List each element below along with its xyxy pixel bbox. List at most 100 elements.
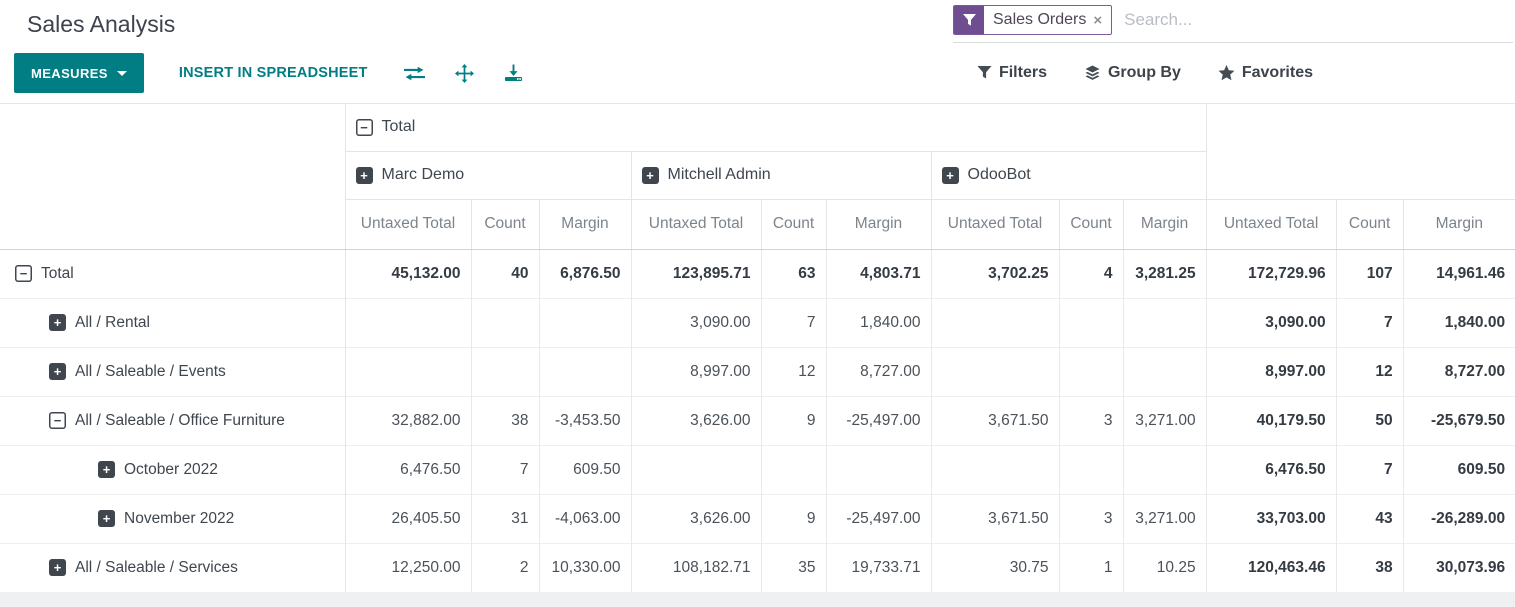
pivot-cell[interactable]: 45,132.00 xyxy=(344,249,471,298)
pivot-cell[interactable]: 10.25 xyxy=(1122,542,1207,592)
pivot-cell[interactable]: 35 xyxy=(760,542,826,592)
pivot-cell[interactable]: 8,997.00 xyxy=(630,346,761,396)
pivot-cell[interactable]: 3,626.00 xyxy=(630,395,761,445)
pivot-cell[interactable]: 7 xyxy=(470,444,539,494)
pivot-cell[interactable]: 19,733.71 xyxy=(825,542,931,592)
pivot-cell[interactable]: 8,727.00 xyxy=(1402,346,1515,396)
pivot-cell[interactable]: 6,876.50 xyxy=(538,249,631,298)
pivot-cell[interactable]: 609.50 xyxy=(538,444,631,494)
group-by-menu[interactable]: Group By xyxy=(1084,64,1181,82)
measure-header-count[interactable]: Count xyxy=(470,199,539,250)
measures-button[interactable]: MEASURES xyxy=(14,53,144,93)
pivot-cell[interactable]: 107 xyxy=(1335,249,1404,298)
pivot-cell[interactable]: 3,271.00 xyxy=(1122,395,1207,445)
pivot-cell[interactable]: 7 xyxy=(760,297,826,347)
column-header-total[interactable]: − Total xyxy=(344,104,1207,152)
pivot-cell[interactable]: 7 xyxy=(1335,444,1404,494)
pivot-cell[interactable]: 63 xyxy=(760,249,826,298)
row-header-november-2022[interactable]: + November 2022 xyxy=(0,493,346,543)
pivot-cell[interactable]: 6,476.50 xyxy=(1205,444,1337,494)
pivot-cell[interactable]: 50 xyxy=(1335,395,1404,445)
pivot-cell[interactable]: 3,281.25 xyxy=(1122,249,1207,298)
pivot-cell[interactable]: 1,840.00 xyxy=(825,297,931,347)
row-header-all-rental[interactable]: + All / Rental xyxy=(0,297,346,347)
measure-header-untaxed-total[interactable]: Untaxed Total xyxy=(344,199,471,250)
pivot-cell[interactable]: 4 xyxy=(1058,249,1123,298)
filters-menu[interactable]: Filters xyxy=(977,64,1047,82)
row-header-total[interactable]: − Total xyxy=(0,249,346,298)
pivot-cell[interactable]: 1,840.00 xyxy=(1402,297,1515,347)
pivot-cell[interactable]: 3,671.50 xyxy=(930,395,1059,445)
measure-header-untaxed-total[interactable]: Untaxed Total xyxy=(1205,199,1337,250)
pivot-cell[interactable]: 9 xyxy=(760,395,826,445)
pivot-cell[interactable]: 9 xyxy=(760,493,826,543)
pivot-cell[interactable]: 120,463.46 xyxy=(1205,542,1337,592)
pivot-cell[interactable]: 3,090.00 xyxy=(1205,297,1337,347)
pivot-cell[interactable]: 31 xyxy=(470,493,539,543)
measure-header-untaxed-total[interactable]: Untaxed Total xyxy=(930,199,1059,250)
pivot-cell[interactable]: -25,497.00 xyxy=(825,395,931,445)
pivot-cell[interactable]: 12,250.00 xyxy=(344,542,471,592)
insert-in-spreadsheet-button[interactable]: INSERT IN SPREADSHEET xyxy=(173,64,374,82)
pivot-cell[interactable]: 40 xyxy=(470,249,539,298)
pivot-cell[interactable]: 3 xyxy=(1058,395,1123,445)
pivot-cell[interactable]: 30,073.96 xyxy=(1402,542,1515,592)
pivot-cell[interactable]: 14,961.46 xyxy=(1402,249,1515,298)
pivot-cell[interactable]: 3,271.00 xyxy=(1122,493,1207,543)
measure-header-count[interactable]: Count xyxy=(760,199,826,250)
pivot-cell[interactable]: 38 xyxy=(470,395,539,445)
remove-facet-icon[interactable]: × xyxy=(1093,11,1103,29)
row-header-all-saleable-office-furniture[interactable]: − All / Saleable / Office Furniture xyxy=(0,395,346,445)
pivot-cell[interactable]: 26,405.50 xyxy=(344,493,471,543)
pivot-cell[interactable]: 7 xyxy=(1335,297,1404,347)
pivot-cell[interactable]: 33,703.00 xyxy=(1205,493,1337,543)
pivot-cell[interactable]: 30.75 xyxy=(930,542,1059,592)
measure-header-untaxed-total[interactable]: Untaxed Total xyxy=(630,199,761,250)
download-icon[interactable] xyxy=(504,64,523,82)
pivot-cell[interactable]: 8,727.00 xyxy=(825,346,931,396)
pivot-cell[interactable]: 12 xyxy=(760,346,826,396)
measure-header-count[interactable]: Count xyxy=(1335,199,1404,250)
row-header-all-saleable-services[interactable]: + All / Saleable / Services xyxy=(0,542,346,592)
flip-axis-icon[interactable] xyxy=(403,66,425,81)
pivot-cell[interactable]: 2 xyxy=(470,542,539,592)
pivot-cell[interactable]: 3,702.25 xyxy=(930,249,1059,298)
pivot-cell[interactable]: 123,895.71 xyxy=(630,249,761,298)
pivot-cell[interactable]: 4,803.71 xyxy=(825,249,931,298)
pivot-cell[interactable]: 8,997.00 xyxy=(1205,346,1337,396)
pivot-cell[interactable]: -25,679.50 xyxy=(1402,395,1515,445)
pivot-cell[interactable]: -4,063.00 xyxy=(538,493,631,543)
measure-header-margin[interactable]: Margin xyxy=(1402,199,1515,250)
pivot-cell[interactable]: -3,453.50 xyxy=(538,395,631,445)
pivot-cell[interactable]: 32,882.00 xyxy=(344,395,471,445)
pivot-cell[interactable]: 43 xyxy=(1335,493,1404,543)
pivot-cell[interactable]: 3,626.00 xyxy=(630,493,761,543)
pivot-cell[interactable]: 10,330.00 xyxy=(538,542,631,592)
pivot-cell[interactable]: 38 xyxy=(1335,542,1404,592)
expand-all-icon[interactable] xyxy=(454,63,474,83)
column-header-marc-demo[interactable]: + Marc Demo xyxy=(344,151,631,200)
pivot-cell[interactable]: 3 xyxy=(1058,493,1123,543)
column-header-odoobot[interactable]: + OdooBot xyxy=(930,151,1207,200)
pivot-cell[interactable]: 40,179.50 xyxy=(1205,395,1337,445)
pivot-cell[interactable]: 172,729.96 xyxy=(1205,249,1337,298)
pivot-cell[interactable]: -25,497.00 xyxy=(825,493,931,543)
favorites-menu[interactable]: Favorites xyxy=(1218,64,1313,82)
search-input[interactable] xyxy=(1122,9,1513,31)
search-facet[interactable]: Sales Orders × xyxy=(953,5,1113,35)
row-header-all-saleable-events[interactable]: + All / Saleable / Events xyxy=(0,346,346,396)
pivot-cell[interactable]: 1 xyxy=(1058,542,1123,592)
measure-header-count[interactable]: Count xyxy=(1058,199,1123,250)
pivot-cell[interactable]: 3,090.00 xyxy=(630,297,761,347)
pivot-cell[interactable]: 609.50 xyxy=(1402,444,1515,494)
measure-header-margin[interactable]: Margin xyxy=(1122,199,1207,250)
row-header-october-2022[interactable]: + October 2022 xyxy=(0,444,346,494)
pivot-cell[interactable]: 6,476.50 xyxy=(344,444,471,494)
pivot-cell[interactable]: 12 xyxy=(1335,346,1404,396)
measure-header-margin[interactable]: Margin xyxy=(538,199,631,250)
pivot-cell[interactable]: 3,671.50 xyxy=(930,493,1059,543)
pivot-cell[interactable]: 108,182.71 xyxy=(630,542,761,592)
measure-header-margin[interactable]: Margin xyxy=(825,199,931,250)
pivot-cell[interactable]: -26,289.00 xyxy=(1402,493,1515,543)
column-header-mitchell-admin[interactable]: + Mitchell Admin xyxy=(630,151,931,200)
